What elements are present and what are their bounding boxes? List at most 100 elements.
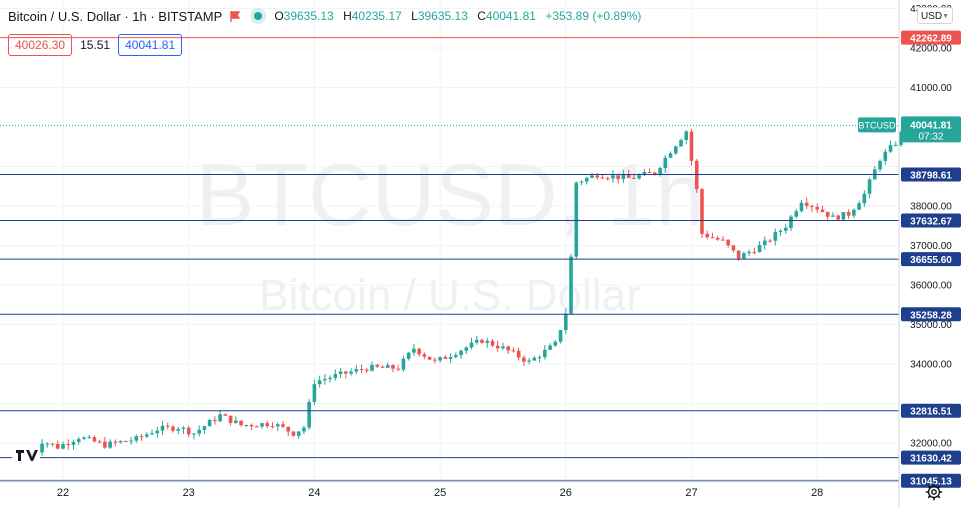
symbol-title[interactable]: Bitcoin / U.S. Dollar · 1h · BITSTAMP bbox=[8, 8, 223, 24]
candle-body bbox=[663, 157, 668, 168]
candle-body bbox=[668, 153, 673, 158]
level-price-tag bbox=[901, 167, 961, 182]
candle-body bbox=[789, 216, 793, 228]
candle-body bbox=[82, 437, 86, 440]
countdown-label: 07:32 bbox=[918, 131, 943, 142]
currency-selector[interactable]: USD ▼ bbox=[917, 7, 953, 24]
watermark-symbol: BTCUSD, 1h bbox=[196, 145, 705, 244]
candle-body bbox=[286, 426, 291, 432]
currency-label: USD bbox=[921, 11, 943, 22]
candle-body bbox=[778, 230, 783, 233]
sell-price-button[interactable]: 40026.30 bbox=[8, 34, 73, 56]
candle-body bbox=[296, 431, 301, 436]
candle-body bbox=[522, 357, 526, 362]
level-price-label: 31630.42 bbox=[910, 454, 952, 465]
candle-body bbox=[825, 211, 830, 217]
gear-icon[interactable] bbox=[925, 483, 943, 501]
candle-body bbox=[590, 175, 594, 178]
candle-body bbox=[359, 368, 364, 370]
price-tick-label: 35000.00 bbox=[910, 320, 952, 331]
price-tick-label: 42000.00 bbox=[910, 44, 952, 55]
candle-body bbox=[150, 433, 154, 435]
candle-body bbox=[799, 202, 804, 212]
candle-body bbox=[804, 202, 809, 206]
candle-body bbox=[118, 441, 123, 443]
candle-body bbox=[694, 160, 699, 190]
candle-body bbox=[333, 374, 338, 378]
candle-body bbox=[71, 441, 76, 445]
candle-body bbox=[349, 371, 353, 374]
candle-body bbox=[506, 346, 510, 351]
candle-body bbox=[752, 251, 757, 253]
level-price-tag bbox=[901, 473, 961, 488]
market-status-icon bbox=[254, 12, 263, 20]
level-price-label: 37632.67 bbox=[910, 217, 952, 228]
candles-group bbox=[29, 119, 935, 464]
candle-body bbox=[181, 427, 186, 430]
candle-body bbox=[218, 414, 222, 422]
flag-icon[interactable] bbox=[230, 10, 241, 22]
candle-body bbox=[139, 436, 144, 438]
level-price-tag bbox=[901, 213, 961, 228]
candle-body bbox=[40, 443, 44, 453]
price-tick-label: 34000.00 bbox=[910, 360, 952, 371]
time-tick-label: 24 bbox=[308, 487, 320, 499]
candle-body bbox=[76, 439, 81, 442]
last-price-label: 40041.81 bbox=[910, 120, 952, 131]
candle-body bbox=[186, 427, 191, 435]
candle-body bbox=[773, 232, 778, 241]
low-value: 39635.13 bbox=[417, 9, 468, 23]
candle-body bbox=[192, 433, 196, 435]
buy-price-button[interactable]: 40041.81 bbox=[118, 34, 183, 56]
candle-body bbox=[145, 434, 149, 437]
level-price-tag bbox=[901, 307, 961, 322]
open-label: O bbox=[274, 9, 284, 23]
candle-body bbox=[129, 440, 133, 442]
candle-body bbox=[323, 379, 327, 381]
symbol-tag-label: BTCUSD bbox=[858, 120, 896, 130]
candle-body bbox=[747, 251, 751, 254]
candle-body bbox=[867, 179, 872, 194]
chevron-down-icon: ▼ bbox=[942, 13, 949, 20]
candle-body bbox=[234, 420, 238, 423]
candle-body bbox=[783, 227, 788, 231]
candle-body bbox=[705, 233, 710, 238]
change-value: +353.89 (+0.89%) bbox=[545, 9, 642, 23]
candle-body bbox=[244, 424, 249, 426]
candle-body bbox=[338, 371, 343, 375]
candle-body bbox=[820, 209, 825, 212]
candle-body bbox=[537, 357, 542, 359]
candle-body bbox=[726, 239, 730, 246]
candle-body bbox=[564, 313, 568, 331]
candle-body bbox=[307, 401, 311, 428]
candle-body bbox=[810, 205, 814, 207]
tradingview-logo-icon bbox=[12, 446, 40, 464]
chart-header: Bitcoin / U.S. Dollar · 1h · BITSTAMP O 3… bbox=[8, 6, 647, 26]
candle-body bbox=[113, 441, 118, 443]
candle-body bbox=[197, 429, 201, 434]
watermark-description: Bitcoin / U.S. Dollar bbox=[259, 271, 640, 320]
candle-body bbox=[893, 144, 898, 146]
candle-body bbox=[375, 364, 380, 367]
candle-body bbox=[155, 430, 160, 434]
candle-body bbox=[370, 364, 374, 371]
candle-body bbox=[673, 146, 678, 154]
candle-body bbox=[228, 415, 233, 423]
candle-body bbox=[794, 211, 799, 217]
candle-body bbox=[611, 175, 615, 179]
candle-body bbox=[124, 441, 128, 443]
candle-body bbox=[401, 358, 406, 370]
level-price-label: 32816.51 bbox=[910, 407, 952, 418]
price-tick-label: 38000.00 bbox=[910, 202, 952, 213]
symbol-tag bbox=[858, 117, 896, 133]
candle-body bbox=[495, 345, 500, 349]
candle-body bbox=[427, 356, 432, 360]
candle-body bbox=[176, 429, 181, 431]
candle-body bbox=[448, 356, 453, 359]
candle-body bbox=[260, 423, 264, 427]
ohlc-values: O39635.13 H40235.17 L39635.13 C40041.81 … bbox=[274, 9, 647, 23]
candle-body bbox=[202, 426, 207, 430]
trade-row: 40026.30 15.51 40041.81 bbox=[8, 34, 183, 56]
candle-body bbox=[312, 384, 317, 402]
